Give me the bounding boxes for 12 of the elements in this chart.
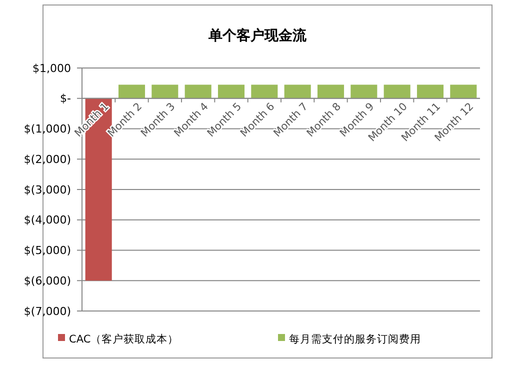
- y-tick-label: $-: [60, 92, 72, 106]
- y-tick-label: $(6,000): [24, 274, 71, 288]
- y-tick-label: $1,000: [32, 62, 71, 75]
- y-tick-label: $(1,000): [24, 122, 71, 136]
- chart-title: 单个客户现金流: [208, 27, 308, 44]
- y-tick-label: $(5,000): [24, 244, 71, 258]
- y-tick-label: $(2,000): [24, 152, 71, 166]
- legend-label: 每月需支付的服务订阅费用: [289, 332, 421, 346]
- y-tick-label: $(4,000): [24, 214, 71, 227]
- y-tick-label: $(3,000): [24, 183, 71, 196]
- legend-label: CAC（客户获取成本）: [69, 332, 179, 346]
- y-tick-label: $(7,000): [24, 304, 71, 318]
